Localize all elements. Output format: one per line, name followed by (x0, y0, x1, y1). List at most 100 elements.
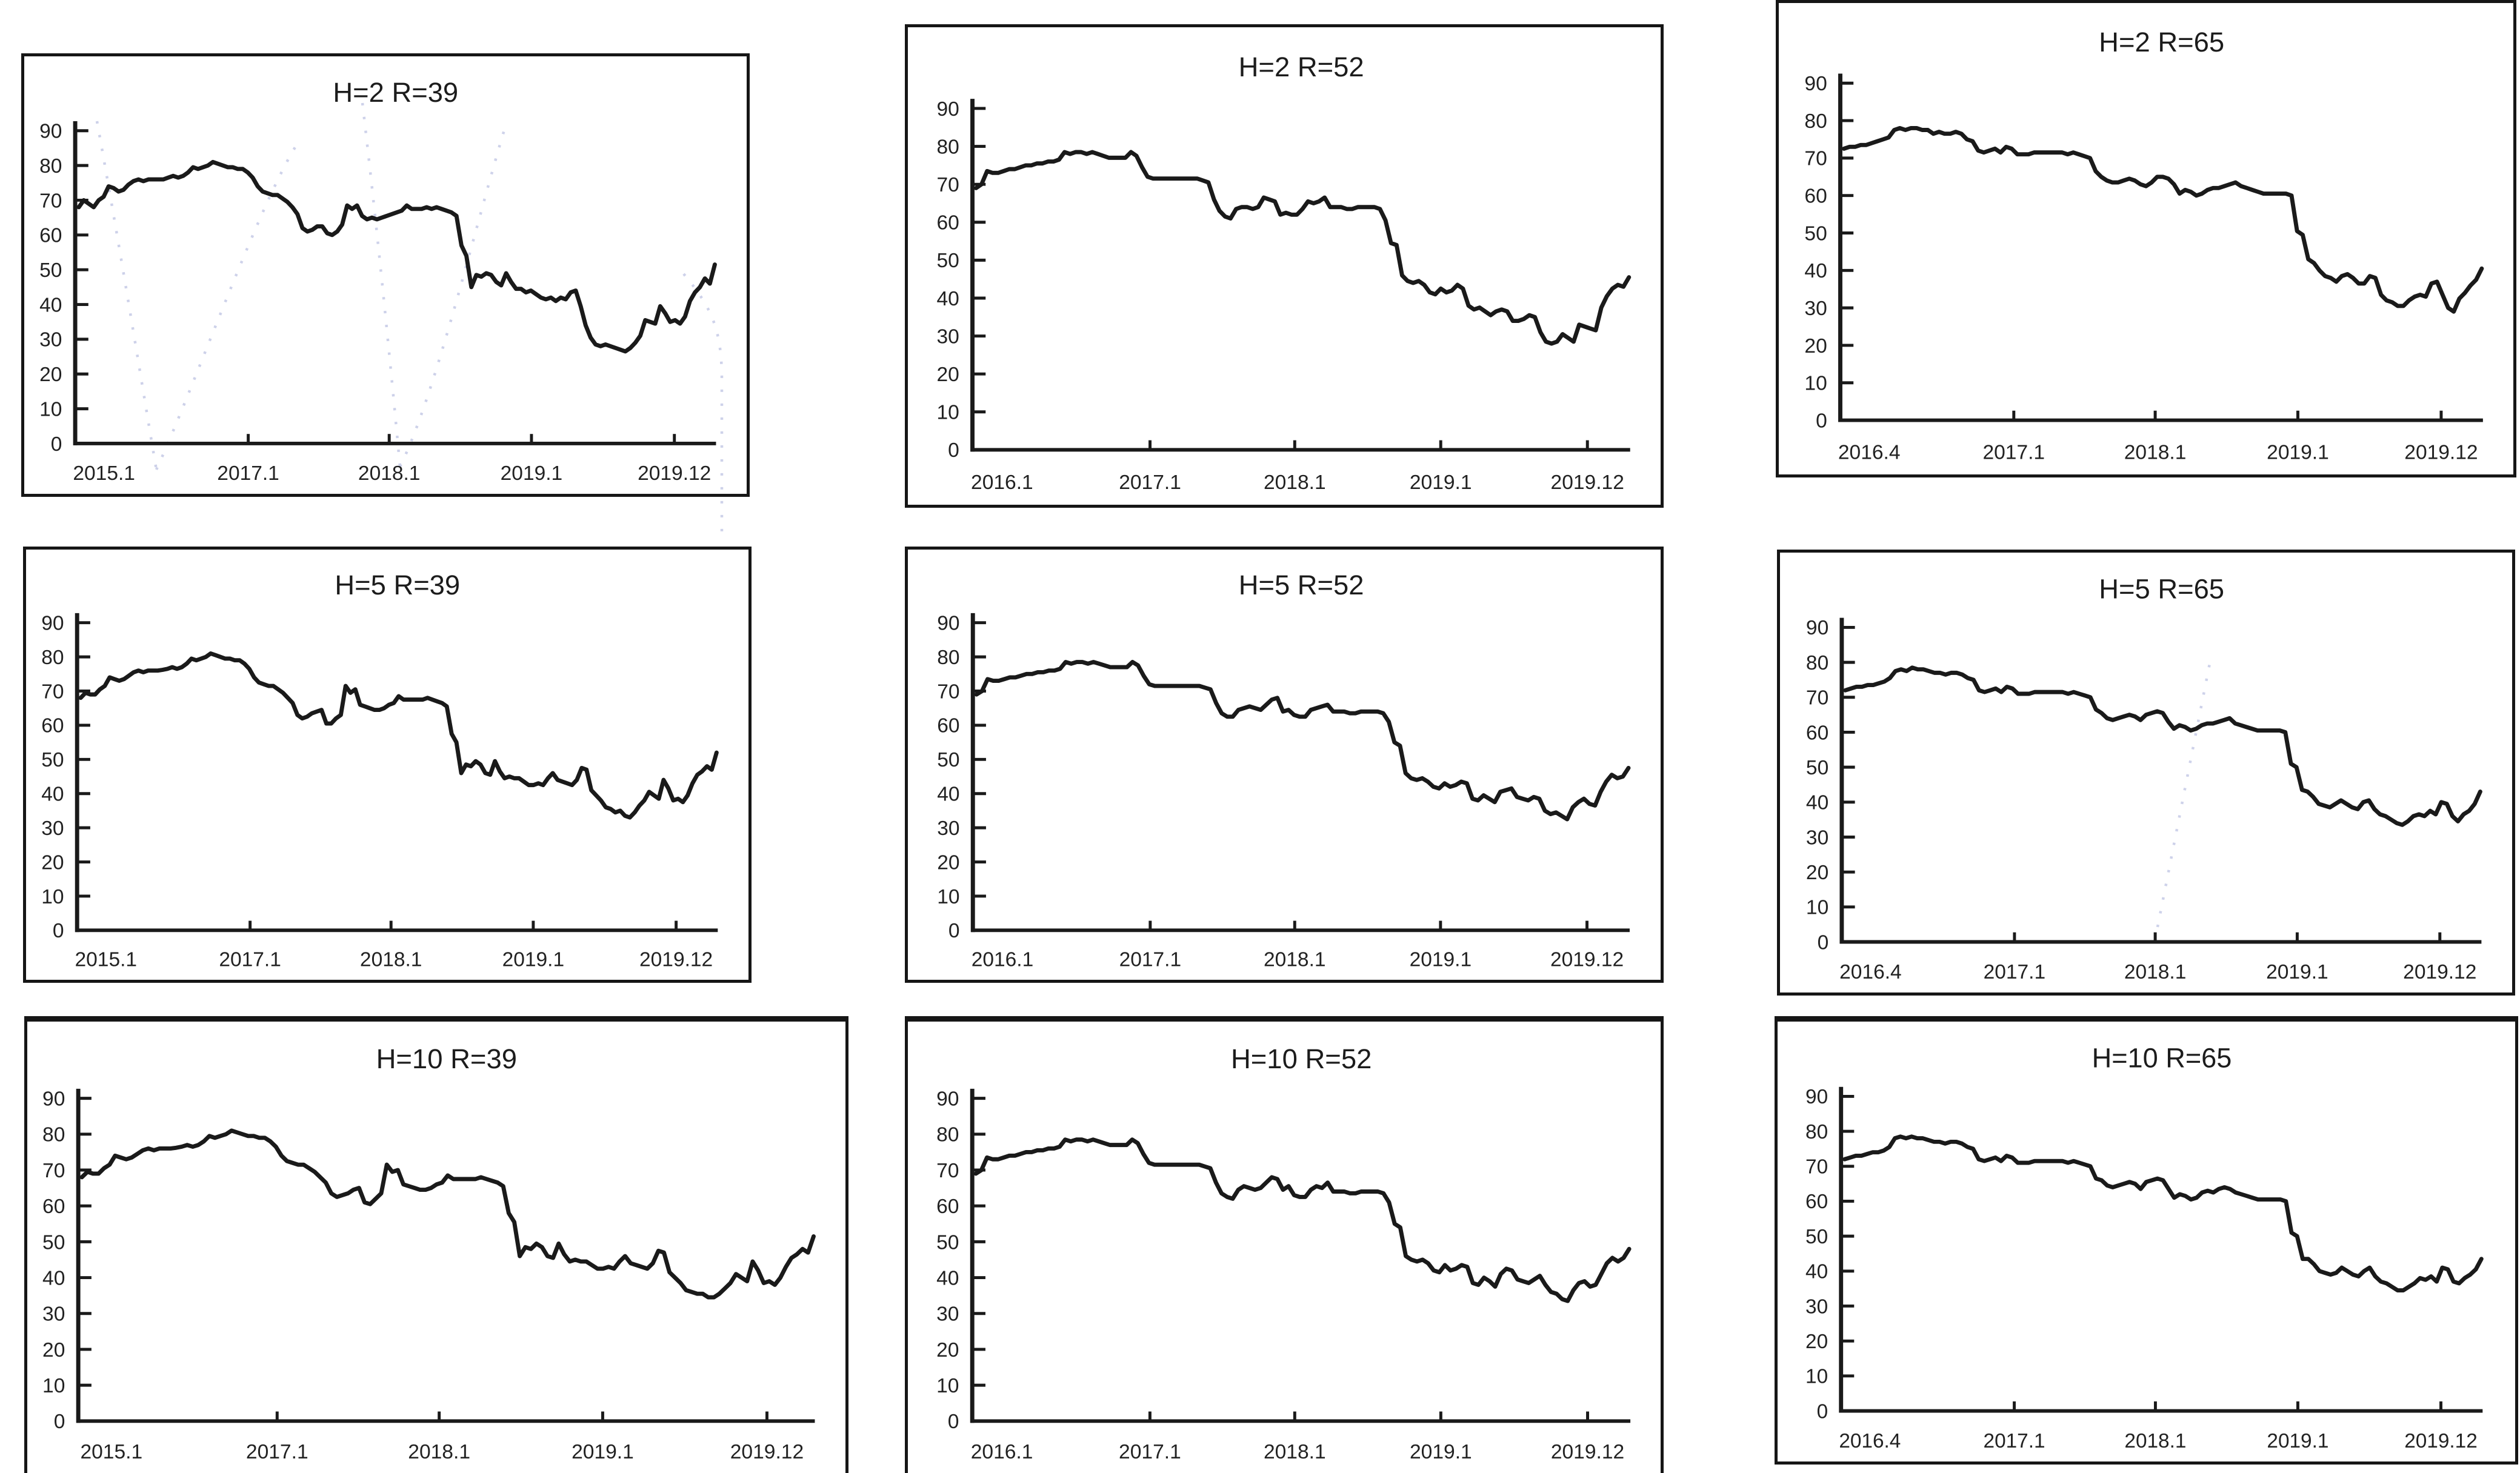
chart-canvas: H=2 R=65 0 10 20 30 40 50 60 70 80 90 2016.4 2017.1 2… (1804, 27, 2484, 464)
y-tick-label: 60 (41, 715, 64, 737)
y-tick-label: 60 (1804, 185, 1827, 208)
chart-title: H=10 R=65 (2092, 1042, 2232, 1073)
y-tick-label: 30 (1804, 298, 1827, 320)
y-tick-label: 20 (1805, 1331, 1828, 1353)
series-line (1843, 665, 2482, 827)
chart-canvas: H=5 R=65 0 10 20 30 40 50 60 70 80 90 2016.4 2017.1 2… (1806, 574, 2482, 983)
x-tick-label: 2016.1 (971, 471, 1033, 494)
y-tick-label: 40 (39, 294, 62, 316)
chart-panel-h5-r65: H=5 R=65 0 10 20 30 40 50 60 70 80 90 2016.4 2017.1 2… (1777, 550, 2515, 996)
y-tick-label: 20 (42, 1339, 65, 1362)
x-tick-label: 2017.1 (1984, 1430, 2045, 1452)
x-tick-label: 2018.1 (1264, 1441, 1326, 1463)
x-tick-label: 2019.12 (1550, 949, 1624, 971)
y-tick-label: 30 (39, 329, 62, 351)
chart-panel-h2-r65: H=2 R=65 0 10 20 30 40 50 60 70 80 90 2016.4 2017.1 2… (1776, 0, 2516, 477)
series-line (973, 1137, 1632, 1303)
y-tick-label: 70 (39, 190, 62, 212)
chart-panel-h2-r52: H=2 R=52 0 10 20 30 40 50 60 70 80 90 2016.1 2017.1 2… (905, 24, 1664, 508)
y-tick-label: 50 (41, 749, 64, 771)
y-tick-label: 80 (1805, 1121, 1828, 1143)
y-tick-label: 0 (53, 920, 64, 942)
y-tick-label: 50 (39, 259, 62, 282)
y-tick-label: 70 (936, 174, 959, 196)
chart-title: H=10 R=52 (1231, 1043, 1372, 1074)
y-tick-label: 10 (42, 1375, 65, 1397)
y-tick-label: 20 (936, 1339, 959, 1362)
y-tick-label: 40 (936, 1267, 959, 1289)
x-tick-label: 2016.4 (1839, 961, 1902, 983)
x-tick-label: 2017.1 (1982, 442, 2045, 464)
chart-canvas: H=10 R=65 0 10 20 30 40 50 60 70 80 90 2016.4 2017.1… (1805, 1042, 2484, 1452)
x-tick-label: 2019.12 (638, 462, 711, 485)
y-tick-label: 0 (54, 1411, 65, 1433)
x-tick-label: 2019.1 (502, 949, 565, 971)
x-tick-label: 2019.1 (572, 1441, 634, 1463)
y-tick-label: 50 (936, 250, 959, 272)
x-tick-label: 2019.12 (639, 949, 713, 971)
y-tick-label: 20 (41, 851, 64, 874)
y-tick-label: 50 (1806, 757, 1828, 779)
y-tick-label: 30 (936, 1303, 959, 1326)
y-tick-label: 20 (1806, 862, 1828, 884)
y-tick-label: 80 (936, 1124, 959, 1146)
y-tick-label: 60 (1806, 722, 1828, 744)
y-tick-label: 10 (937, 886, 959, 908)
y-tick-label: 0 (948, 920, 960, 942)
chart-canvas: H=5 R=39 0 10 20 30 40 50 60 70 80 90 2015.1 2017.1 2… (41, 570, 719, 971)
x-tick-label: 2018.1 (2124, 1430, 2186, 1452)
y-tick-label: 70 (1804, 148, 1827, 170)
x-tick-label: 2016.1 (971, 1441, 1033, 1463)
chart-title: H=5 R=65 (2099, 574, 2224, 605)
y-tick-label: 50 (1804, 222, 1827, 245)
x-tick-label: 2018.1 (1264, 471, 1326, 494)
y-tick-label: 20 (1804, 335, 1827, 357)
y-tick-label: 10 (936, 1375, 959, 1397)
y-tick-label: 40 (41, 783, 64, 806)
x-tick-label: 2018.1 (360, 949, 422, 971)
x-tick-label: 2015.1 (75, 949, 138, 971)
y-tick-label: 50 (937, 749, 959, 771)
y-tick-label: 60 (937, 715, 959, 737)
y-tick-label: 70 (1806, 687, 1828, 710)
chart-panel-h5-r39: H=5 R=39 0 10 20 30 40 50 60 70 80 90 2015.1 2017.1 2… (23, 547, 752, 983)
chart-panel-h10-r52: H=10 R=52 0 10 20 30 40 50 60 70 80 90 2016.1 2017.1… (905, 1016, 1664, 1473)
y-tick-label: 30 (1806, 826, 1828, 849)
y-tick-label: 40 (936, 288, 959, 310)
y-tick-label: 90 (1806, 617, 1828, 639)
x-tick-label: 2019.12 (730, 1441, 804, 1463)
series-line (1841, 125, 2484, 314)
y-tick-label: 80 (936, 136, 959, 158)
series-line (78, 651, 719, 820)
x-tick-label: 2019.12 (2404, 1430, 2478, 1452)
y-tick-label: 10 (1806, 897, 1828, 919)
y-tick-label: 60 (42, 1195, 65, 1218)
y-tick-label: 80 (42, 1124, 65, 1146)
x-tick-label: 2019.1 (1410, 1441, 1472, 1463)
chart-title: H=2 R=65 (2099, 27, 2224, 58)
y-tick-label: 20 (936, 364, 959, 386)
chart-canvas: H=2 R=52 0 10 20 30 40 50 60 70 80 90 2016.1 2017.1 2… (936, 52, 1632, 494)
y-tick-label: 60 (936, 212, 959, 234)
x-tick-label: 2017.1 (1119, 471, 1181, 494)
x-tick-label: 2019.1 (2266, 961, 2328, 983)
y-tick-label: 90 (1804, 73, 1827, 95)
y-tick-label: 0 (1817, 1400, 1828, 1423)
y-tick-label: 60 (1805, 1191, 1828, 1213)
y-tick-label: 50 (42, 1231, 65, 1254)
x-tick-label: 2018.1 (1264, 949, 1326, 971)
x-tick-label: 2017.1 (217, 462, 279, 485)
y-tick-label: 0 (1818, 931, 1829, 954)
x-tick-label: 2018.1 (2124, 442, 2187, 464)
chart-canvas: H=2 R=39 0 10 20 30 40 50 60 70 80 90 2015.1 2017.1 2… (39, 77, 717, 485)
series-line (79, 1128, 816, 1300)
x-tick-label: 2018.1 (358, 462, 421, 485)
y-tick-label: 90 (936, 1088, 959, 1111)
x-tick-label: 2015.1 (73, 462, 135, 485)
y-tick-label: 20 (937, 851, 959, 874)
y-tick-label: 90 (1805, 1086, 1828, 1108)
x-tick-label: 2016.4 (1839, 1430, 1901, 1452)
chart-canvas: H=10 R=39 0 10 20 30 40 50 60 70 80 90 2015.1 2017.1… (42, 1043, 816, 1463)
y-tick-label: 20 (39, 364, 62, 386)
y-tick-label: 90 (39, 121, 62, 143)
